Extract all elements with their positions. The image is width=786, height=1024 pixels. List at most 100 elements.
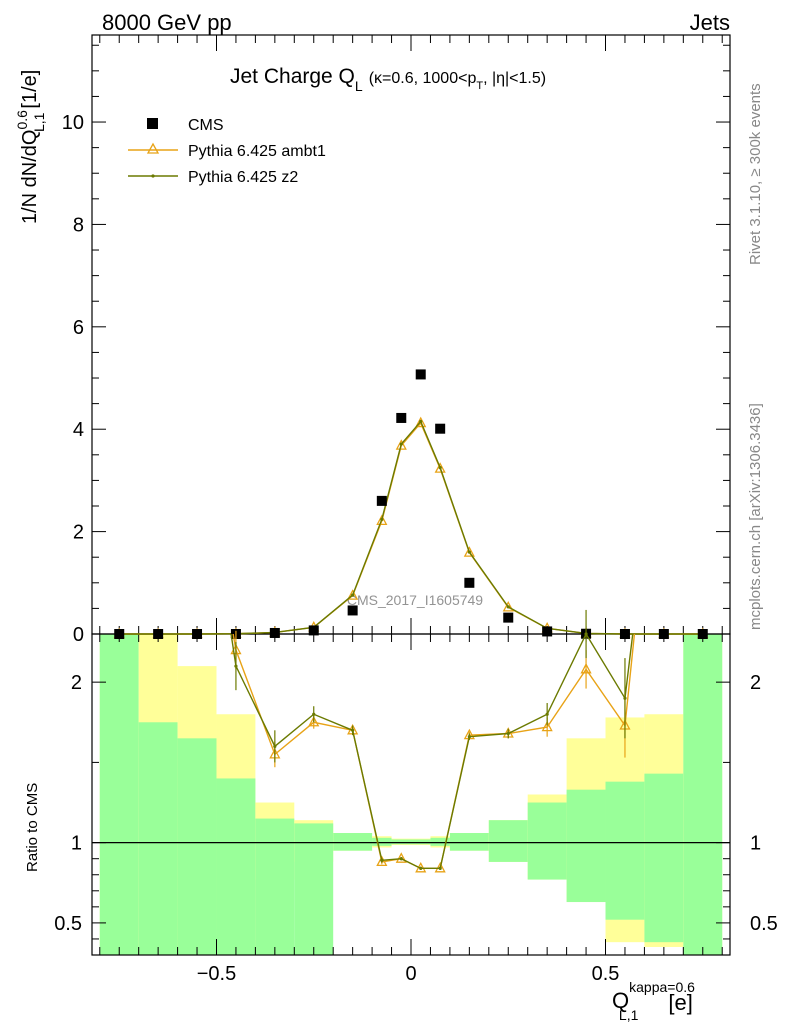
legend-z2-label: Pythia 6.425 z2 (188, 169, 298, 186)
cms-data-point (114, 629, 125, 639)
cms-data-point (542, 626, 553, 637)
ratio-ambt1-point (308, 715, 320, 727)
ambt1-point (502, 600, 514, 612)
ambt1-point (347, 589, 359, 600)
cms-data-point (192, 629, 203, 639)
green-band-bin (566, 789, 606, 903)
ambt1-point (376, 514, 388, 526)
ratio-z2-point (623, 696, 627, 700)
cms-data-point (396, 412, 407, 423)
y-tick-label: 8 (73, 214, 84, 236)
ratio-z2-point (467, 735, 471, 739)
green-band-bin (449, 833, 489, 851)
ratio-z2-point (419, 866, 423, 870)
ratio-y-tick-label-right: 1 (750, 833, 761, 855)
ambt1-point (434, 462, 446, 473)
ratio-z2-point (584, 632, 588, 636)
legend-ambt1-label: Pythia 6.425 ambt1 (188, 143, 326, 160)
z2-line (119, 420, 703, 635)
green-band-bin (683, 634, 723, 955)
green-band-bin (488, 820, 528, 862)
z2-point (467, 550, 471, 554)
z2-point (399, 442, 403, 446)
cms-data-point (153, 629, 164, 639)
ratio-z2-point (545, 712, 549, 716)
green-band-bin (216, 778, 256, 955)
x-tick-label: −0.5 (197, 963, 236, 985)
header-left: 8000 GeV pp (102, 10, 232, 35)
x-axis-label: Qkappa=0.6 L,1 [e] (612, 979, 695, 1023)
header-right: Jets (690, 10, 730, 35)
cms-data-point (619, 629, 630, 639)
y-tick-label: 2 (73, 522, 84, 544)
y-tick-label: 4 (73, 419, 84, 441)
data-marks (113, 369, 709, 873)
ratio-y-tick-label: 0.5 (54, 913, 82, 935)
ambt1-point (463, 546, 475, 557)
green-band-bin (527, 802, 567, 880)
plot-frames: 0 2 4 6 8 10 0.5 0.5 1 1 2 2 −0.5 0 0.5 (54, 34, 778, 985)
ratio-z2-point (312, 712, 316, 716)
cms-data-point (415, 369, 426, 380)
ratio-z2-point (380, 858, 384, 862)
ratio-ambt1-point (541, 720, 553, 732)
analysis-watermark: CMS_2017_I1605749 (347, 592, 483, 608)
x-tick-label: 0 (405, 963, 416, 985)
z2-point (380, 517, 384, 521)
ratio-y-tick-label: 1 (71, 833, 82, 855)
ratio-y-tick-label-right: 0.5 (750, 913, 778, 935)
mcplots-text: mcplots.cern.ch [arXiv:1306.3436] (747, 403, 764, 630)
ratio-ambt1-point (434, 861, 446, 873)
cms-data-point (464, 577, 475, 588)
cms-data-point (435, 423, 446, 434)
green-band-bin (605, 781, 645, 920)
green-band-bin (333, 833, 373, 851)
ambt1-point (395, 439, 407, 450)
z2-point (438, 466, 442, 470)
ratio-uncertainty-bands (99, 634, 723, 955)
y-tick-label: 6 (73, 317, 84, 339)
ratio-y-tick-label: 2 (71, 672, 82, 694)
cms-data-point (658, 629, 669, 639)
y-tick-label: 10 (62, 112, 84, 134)
cms-data-point (503, 612, 514, 623)
cms-data-point (697, 629, 708, 639)
green-band-bin (411, 839, 431, 845)
green-band-bin (177, 738, 217, 955)
ratio-z2-point (351, 728, 355, 732)
plot-title: Jet Charge QL (κ=0.6, 1000<pT, |η|<1.5) (230, 65, 546, 94)
cms-data-point (308, 625, 319, 636)
ratio-z2-point (234, 664, 238, 668)
ratio-y-axis-label: Ratio to CMS (24, 783, 41, 872)
y-tick-label: 0 (73, 624, 84, 646)
z2-point (419, 419, 423, 424)
ratio-ambt1-point (395, 852, 407, 863)
x-tick-label: 0.5 (592, 963, 620, 985)
top-y-axis-label: 1/N dN/dQ0.6L,1[1/e] (14, 70, 47, 224)
z2-point (506, 605, 510, 609)
green-band-bin (99, 634, 139, 955)
ratio-y-tick-label-right: 2 (750, 672, 761, 694)
legend: CMS Pythia 6.425 ambt1 Pythia 6.425 z2 (128, 117, 326, 186)
ratio-z2-point (506, 731, 510, 736)
legend-ambt1-marker (146, 142, 160, 154)
ratio-ambt1-point (376, 855, 388, 867)
green-band-bin (430, 837, 450, 846)
cms-data-point (376, 495, 387, 506)
ratio-z2-point (399, 857, 403, 861)
ratio-z2-point (273, 744, 277, 748)
legend-cms-marker (147, 118, 158, 129)
z2-point (351, 593, 355, 597)
ratio-ambt1-point (580, 662, 592, 674)
green-band-bin (294, 823, 334, 955)
cms-data-point (347, 605, 358, 616)
green-band-bin (138, 722, 178, 955)
cms-data-point (269, 627, 280, 638)
ambt1-point (415, 416, 427, 428)
green-band-bin (644, 773, 684, 943)
green-band-bin (391, 839, 411, 845)
ratio-z2-point (438, 866, 442, 870)
rivet-version-text: Rivet 3.1.10, ≥ 300k events (747, 83, 764, 265)
green-band-bin (372, 837, 392, 846)
